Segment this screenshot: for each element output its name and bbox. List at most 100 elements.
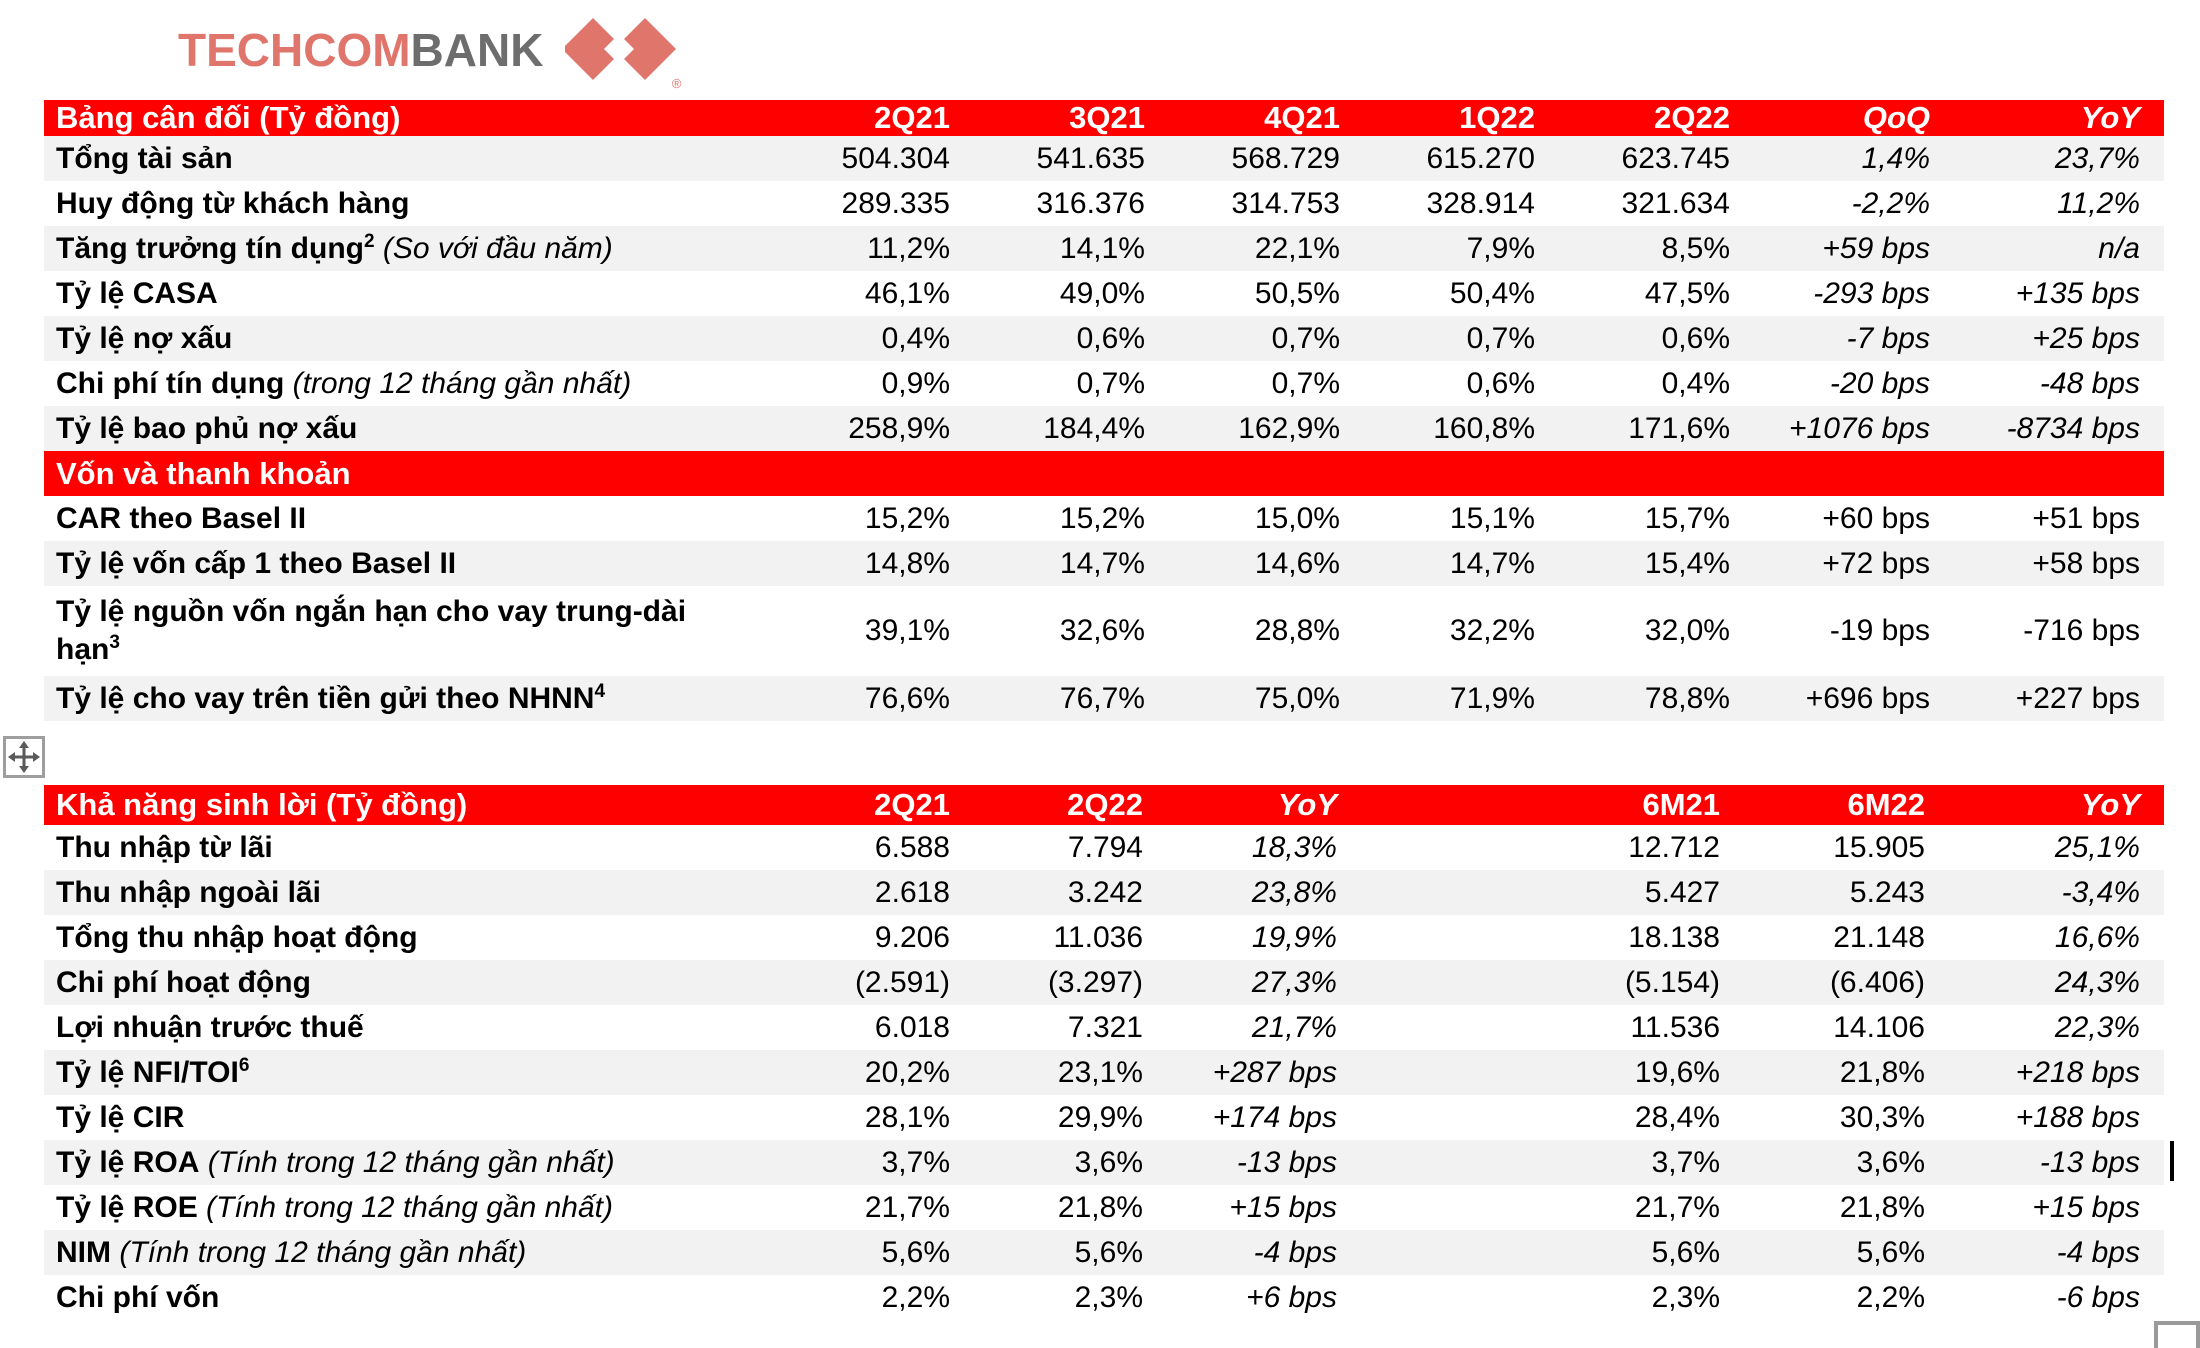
cell-value: +188 bps <box>2015 1100 2140 1134</box>
row-label-cell: Tỷ lệ nợ xấu <box>44 319 734 359</box>
table-row: Tỷ lệ cho vay trên tiền gửi theo NHNN4 76… <box>44 676 2164 721</box>
cell-value: 0,6% <box>1076 321 1145 355</box>
cell-value: 14,7% <box>1059 546 1145 580</box>
row-label: Tỷ lệ CASA <box>56 276 218 310</box>
cell-value: 0,6% <box>1466 366 1535 400</box>
cell-value: 5,6% <box>1651 1235 1720 1269</box>
row-label-cell: Thu nhập từ lãi <box>44 828 734 868</box>
row-label-cell: Tỷ lệ cho vay trên tiền gửi theo NHNN4 <box>44 679 734 719</box>
cell-value: 2,3% <box>1651 1280 1720 1314</box>
row-label: Tổng thu nhập hoạt động <box>56 920 418 954</box>
cell-value: 184,4% <box>1043 411 1145 445</box>
cell-value: 15,4% <box>1644 546 1730 580</box>
cell-value: +1076 bps <box>1789 411 1930 445</box>
cell-value: 0,7% <box>1271 366 1340 400</box>
cell-value: -8734 bps <box>2006 411 2140 445</box>
cell-value: +15 bps <box>1229 1190 1337 1224</box>
cell-value: 14.106 <box>1833 1010 1925 1044</box>
table-row: Tỷ lệ bao phủ nợ xấu 258,9% 184,4% 162,9% 16… <box>44 406 2164 451</box>
cell-value: 23,1% <box>1057 1055 1143 1089</box>
row-label: CAR theo Basel II <box>56 501 307 535</box>
table-row: Tỷ lệ CASA 46,1% 49,0% 50,5% 50,4% 47,5% -293 … <box>44 271 2164 316</box>
column-header: 3Q21 <box>1069 100 1145 135</box>
table-header-row: Bảng cân đối (Tỷ đồng) 2Q21 3Q21 4Q21 1Q22 2Q… <box>44 100 2164 136</box>
row-label: Tỷ lệ ROE <box>56 1190 198 1224</box>
row-label: Tỷ lệ vốn cấp 1 theo Basel II <box>56 546 457 580</box>
row-label-note: (Tính trong 12 tháng gần nhất) <box>111 1235 527 1269</box>
cell-value: 314.753 <box>1231 186 1340 220</box>
row-label: Tỷ lệ nợ xấu <box>56 321 233 355</box>
column-header: YoY <box>2080 100 2140 135</box>
row-label: Thu nhập ngoài lãi <box>56 875 321 909</box>
cell-value: 15,2% <box>1059 501 1145 535</box>
cell-value: -4 bps <box>2056 1235 2140 1269</box>
cell-value: 316.376 <box>1036 186 1145 220</box>
row-label-cell: Tăng trưởng tín dụng2 (So với đầu năm) <box>44 229 734 269</box>
cell-value: 15.905 <box>1833 830 1925 864</box>
row-label: Chi phí tín dụng <box>56 366 285 400</box>
table-move-handle-icon[interactable] <box>3 736 45 778</box>
row-label: NIM <box>56 1235 111 1269</box>
cell-value: 162,9% <box>1238 411 1340 445</box>
cell-value: 0,7% <box>1466 321 1535 355</box>
cell-value: 321.634 <box>1621 186 1730 220</box>
cell-value: 0,4% <box>881 321 950 355</box>
cell-value: 30,3% <box>1839 1100 1925 1134</box>
row-label-cell: Tỷ lệ NFI/TOI6 <box>44 1053 734 1093</box>
table-row: Tỷ lệ ROE (Tính trong 12 tháng gần nhất)… <box>44 1185 2164 1230</box>
cell-value: 47,5% <box>1644 276 1730 310</box>
cell-value: -2,2% <box>1851 186 1930 220</box>
table-row: Huy động từ khách hàng 289.335 316.376 314.… <box>44 181 2164 226</box>
row-label-cell: Tỷ lệ CIR <box>44 1098 734 1138</box>
table-row: Tỷ lệ ROA (Tính trong 12 tháng gần nhất)… <box>44 1140 2164 1185</box>
cell-value: 22,1% <box>1254 231 1340 265</box>
cell-value: 11.536 <box>1630 1010 1720 1044</box>
row-label: Huy động từ khách hàng <box>56 186 410 220</box>
cell-value: 7,9% <box>1466 231 1535 265</box>
row-label: Lợi nhuận trước thuế <box>56 1010 364 1044</box>
cell-value: -20 bps <box>1829 366 1930 400</box>
table-row: Thu nhập ngoài lãi 2.618 3.242 23,8% 5.427 5.… <box>44 870 2164 915</box>
row-label-note: (trong 12 tháng gần nhất) <box>284 366 632 400</box>
cell-value: 49,0% <box>1059 276 1145 310</box>
cell-value: 160,8% <box>1433 411 1535 445</box>
cell-value: 50,4% <box>1449 276 1535 310</box>
cell-value: 623.745 <box>1621 141 1730 175</box>
row-label-cell: Tỷ lệ nguồn vốn ngắn hạn cho vay trung-d… <box>44 593 734 669</box>
cell-value: -7 bps <box>1846 321 1930 355</box>
cell-value: +218 bps <box>2015 1055 2140 1089</box>
cell-value: 0,7% <box>1271 321 1340 355</box>
cell-value: 27,3% <box>1251 965 1337 999</box>
column-header: QoQ <box>1862 100 1930 135</box>
cell-value: -293 bps <box>1813 276 1930 310</box>
row-label: Tỷ lệ nguồn vốn ngắn hạn cho vay trung-d… <box>56 595 687 666</box>
cell-value: 5.427 <box>1644 875 1720 909</box>
table-row: CAR theo Basel II 15,2% 15,2% 15,0% 15,1% 15,… <box>44 496 2164 541</box>
cell-value: -6 bps <box>2056 1280 2140 1314</box>
table-row: Tổng tài sản 504.304 541.635 568.729 615.270… <box>44 136 2164 181</box>
column-header: YoY <box>1277 787 1337 822</box>
cell-value: (6.406) <box>1829 965 1925 999</box>
cell-value: n/a <box>2098 231 2140 265</box>
cell-value: (5.154) <box>1624 965 1720 999</box>
cell-value: (2.591) <box>854 965 950 999</box>
table-row: Chi phí vốn 2,2% 2,3% +6 bps 2,3% 2,2% -6 bps <box>44 1275 2164 1320</box>
footnote-marker: 4 <box>594 680 606 702</box>
cell-value: +25 bps <box>2032 321 2140 355</box>
row-label-cell: CAR theo Basel II <box>44 499 734 539</box>
cell-value: 3,7% <box>1651 1145 1720 1179</box>
resize-handle[interactable] <box>2154 1321 2200 1348</box>
cell-value: 289.335 <box>841 186 950 220</box>
cell-value: 2,3% <box>1074 1280 1143 1314</box>
row-label-note: (Tính trong 12 tháng gần nhất) <box>197 1190 614 1224</box>
cell-value: 14,8% <box>864 546 950 580</box>
row-label: Tỷ lệ NFI/TOI <box>56 1055 239 1089</box>
column-header: 2Q22 <box>1067 787 1143 822</box>
row-label-cell: Tổng tài sản <box>44 139 734 179</box>
cell-value: 19,6% <box>1634 1055 1720 1089</box>
cell-value: 5.243 <box>1849 875 1925 909</box>
cell-value: 50,5% <box>1254 276 1340 310</box>
registered-mark: ® <box>671 76 682 91</box>
table-row: NIM (Tính trong 12 tháng gần nhất) 5,6% 5,… <box>44 1230 2164 1275</box>
cell-value: 11,2% <box>867 231 950 265</box>
